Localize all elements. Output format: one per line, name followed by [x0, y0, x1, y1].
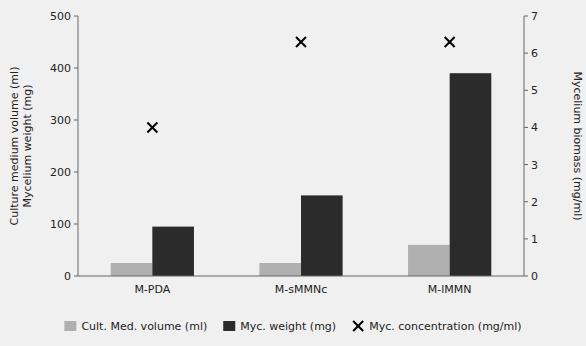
y2-tick [524, 127, 528, 128]
y2-tick-label: 1 [531, 233, 538, 246]
y2-tick-label: 5 [531, 84, 538, 97]
y-tick [74, 16, 78, 17]
y2-tick-label: 7 [531, 10, 538, 23]
y-tick-label: 400 [50, 62, 71, 75]
y2-axis-label: Mycelium biomass (mg/ml) [571, 71, 584, 220]
bar [450, 73, 492, 276]
y2-tick-label: 3 [531, 159, 538, 172]
y-tick-label: 0 [64, 270, 71, 283]
bar [259, 263, 301, 276]
y2-tick-label: 0 [531, 270, 538, 283]
bar [301, 195, 343, 276]
legend: Cult. Med. volume (ml) Myc. weight (mg) My… [64, 320, 521, 333]
x-axis-line [78, 276, 524, 277]
bar [152, 227, 194, 276]
legend-label: Myc. weight (mg) [240, 320, 336, 333]
y-tick [74, 172, 78, 173]
y2-tick [524, 164, 528, 165]
y2-tick [524, 201, 528, 202]
legend-swatch [353, 321, 363, 331]
y-tick [74, 276, 78, 277]
bar [111, 263, 153, 276]
x-tick-label: M-sMMNc [275, 283, 327, 296]
chart: 0 100 200 300 400 500 0 1 2 3 4 5 6 7 M-PDA M-sMMNc M-lM… [0, 0, 586, 346]
legend-swatch [64, 321, 76, 331]
y-tick-label: 300 [50, 114, 71, 127]
legend-label: Myc. concentration (mg/ml) [369, 320, 521, 333]
marker [445, 37, 455, 47]
y2-tick [524, 53, 528, 54]
y-axis-label: Culture medium volume (ml)Mycelium weigh… [8, 67, 34, 226]
marker [147, 122, 157, 132]
bar [408, 245, 450, 276]
y-tick-label: 200 [50, 166, 71, 179]
y2-tick [524, 276, 528, 277]
y2-tick-label: 2 [531, 196, 538, 209]
y2-tick [524, 90, 528, 91]
y2-axis-line [524, 16, 525, 276]
legend-label: Cult. Med. volume (ml) [81, 320, 207, 333]
legend-swatch [223, 321, 235, 331]
background [0, 0, 586, 346]
y2-tick [524, 16, 528, 17]
y-tick-label: 100 [50, 218, 71, 231]
y-tick [74, 68, 78, 69]
plot-area [111, 37, 492, 276]
marker [296, 37, 306, 47]
y2-tick-label: 6 [531, 47, 538, 60]
x-tick-label: M-PDA [134, 283, 170, 296]
x-tick-label: M-lMMN [428, 283, 472, 296]
y-tick-label: 500 [50, 10, 71, 23]
y-tick [74, 224, 78, 225]
y2-tick-label: 4 [531, 121, 538, 134]
y-tick [74, 120, 78, 121]
y2-tick [524, 238, 528, 239]
y-axis-line [78, 16, 79, 276]
